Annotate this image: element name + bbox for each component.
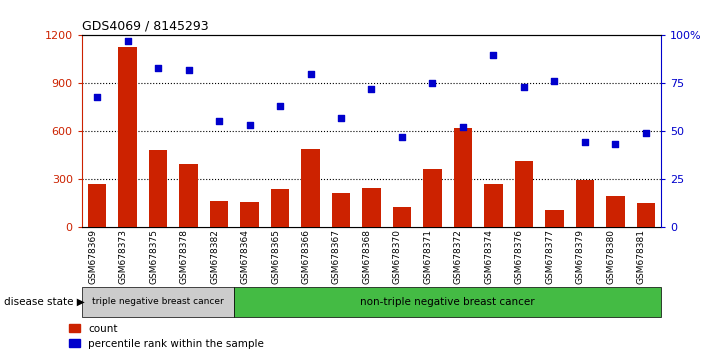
Bar — [179, 164, 198, 227]
Bar — [271, 189, 289, 227]
Text: disease state ▶: disease state ▶ — [4, 297, 85, 307]
Text: GSM678373: GSM678373 — [119, 229, 127, 284]
Text: GSM678368: GSM678368 — [363, 229, 371, 284]
Bar — [637, 202, 655, 227]
Legend: count, percentile rank within the sample: count, percentile rank within the sample — [69, 324, 264, 349]
Bar — [332, 193, 350, 227]
Text: non-triple negative breast cancer: non-triple negative breast cancer — [360, 297, 535, 307]
Text: GSM678364: GSM678364 — [240, 229, 250, 284]
Text: GSM678365: GSM678365 — [271, 229, 280, 284]
Bar — [545, 210, 564, 227]
Point — [549, 79, 560, 84]
Point — [365, 86, 377, 92]
Point — [427, 80, 438, 86]
Text: GDS4069 / 8145293: GDS4069 / 8145293 — [82, 20, 208, 33]
Text: GSM678381: GSM678381 — [637, 229, 646, 284]
Point — [610, 142, 621, 147]
Point — [488, 52, 499, 57]
Text: triple negative breast cancer: triple negative breast cancer — [92, 297, 224, 306]
Text: GSM678374: GSM678374 — [484, 229, 493, 284]
Bar — [515, 161, 533, 227]
Bar — [88, 183, 106, 227]
Bar — [363, 188, 380, 227]
Bar — [606, 196, 625, 227]
Text: GSM678378: GSM678378 — [179, 229, 188, 284]
Point — [274, 103, 286, 109]
Bar — [576, 179, 594, 227]
Point — [91, 94, 102, 99]
FancyBboxPatch shape — [82, 287, 234, 317]
Point — [579, 139, 591, 145]
Point — [244, 122, 255, 128]
Text: GSM678371: GSM678371 — [424, 229, 432, 284]
Text: GSM678382: GSM678382 — [210, 229, 219, 284]
Bar — [240, 202, 259, 227]
Bar — [454, 128, 472, 227]
Bar — [149, 150, 167, 227]
Point — [518, 84, 530, 90]
Point — [641, 130, 652, 136]
Text: GSM678376: GSM678376 — [515, 229, 524, 284]
Point — [213, 119, 225, 124]
Text: GSM678380: GSM678380 — [606, 229, 616, 284]
Point — [396, 134, 407, 139]
Text: GSM678372: GSM678372 — [454, 229, 463, 284]
Bar — [118, 46, 137, 227]
Point — [305, 71, 316, 76]
Bar — [484, 183, 503, 227]
Bar — [423, 169, 442, 227]
Bar — [301, 149, 320, 227]
Bar — [210, 201, 228, 227]
Text: GSM678377: GSM678377 — [545, 229, 555, 284]
Point — [336, 115, 347, 120]
Text: GSM678366: GSM678366 — [301, 229, 311, 284]
Text: GSM678379: GSM678379 — [576, 229, 585, 284]
Point — [457, 124, 469, 130]
Text: GSM678370: GSM678370 — [393, 229, 402, 284]
Point — [152, 65, 164, 71]
Point — [183, 67, 194, 73]
Text: GSM678367: GSM678367 — [332, 229, 341, 284]
FancyBboxPatch shape — [234, 287, 661, 317]
Text: GSM678375: GSM678375 — [149, 229, 158, 284]
Point — [122, 38, 133, 44]
Text: GSM678369: GSM678369 — [88, 229, 97, 284]
Bar — [393, 207, 411, 227]
